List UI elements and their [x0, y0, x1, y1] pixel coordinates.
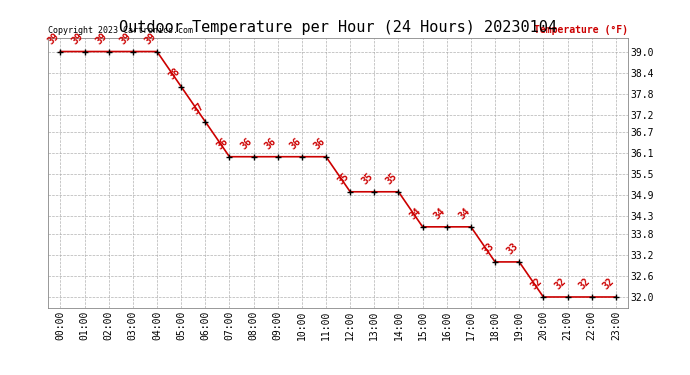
Text: Copyright 2023 Cartronics.com: Copyright 2023 Cartronics.com — [48, 26, 193, 35]
Text: Temperature (°F): Temperature (°F) — [534, 25, 628, 35]
Text: 36: 36 — [215, 136, 230, 151]
Text: 33: 33 — [504, 241, 520, 256]
Text: 38: 38 — [166, 66, 182, 81]
Text: 39: 39 — [118, 31, 134, 46]
Text: 36: 36 — [263, 136, 279, 151]
Text: 37: 37 — [190, 101, 206, 116]
Text: 32: 32 — [529, 276, 544, 291]
Text: 39: 39 — [70, 31, 86, 46]
Text: 39: 39 — [94, 31, 110, 46]
Text: 34: 34 — [408, 206, 424, 221]
Text: 33: 33 — [480, 241, 496, 256]
Text: 32: 32 — [577, 276, 593, 291]
Text: 32: 32 — [553, 276, 569, 291]
Text: 34: 34 — [432, 206, 448, 221]
Text: 36: 36 — [239, 136, 255, 151]
Text: 39: 39 — [46, 31, 61, 46]
Text: 36: 36 — [311, 136, 327, 151]
Text: 35: 35 — [359, 171, 375, 186]
Text: 36: 36 — [287, 136, 303, 151]
Text: 35: 35 — [335, 171, 351, 186]
Text: 35: 35 — [384, 171, 400, 186]
Text: 34: 34 — [456, 206, 472, 221]
Text: 39: 39 — [142, 31, 158, 46]
Text: 32: 32 — [601, 276, 617, 291]
Title: Outdoor Temperature per Hour (24 Hours) 20230104: Outdoor Temperature per Hour (24 Hours) … — [119, 20, 557, 35]
